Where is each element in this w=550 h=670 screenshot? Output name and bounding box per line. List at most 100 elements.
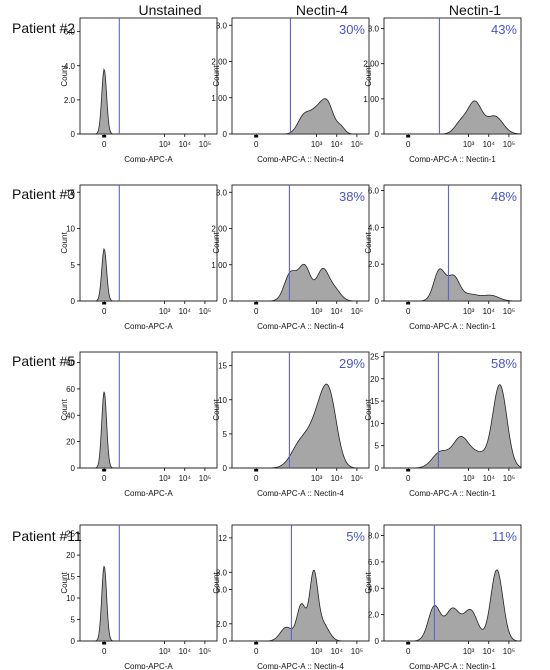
x-axis-label: Comp-APC-A :: Nectin-1 [409,489,496,496]
y-tick-label: 6.0 [368,558,380,567]
histogram-area [384,569,522,642]
y-axis-label: Count [60,399,69,421]
x-tick-label: 0 [254,307,259,316]
x-tick-label: 0 [406,140,411,149]
y-axis-label: Count [212,65,221,87]
y-tick-label: 2.0 [368,611,380,620]
histogram-patient-2-unstained: 0 2.0 4.0 6.0 Count 0 10³ 10⁴ 10⁵ Comp-APC-A [60,17,218,162]
zero-marker [102,642,107,645]
histogram-patient-11-nectin-1: 0 2.0 4.0 6.0 8.0 Count 0 10³ 10⁴ 10⁵ Comp-APC-A :… [364,524,522,669]
histogram-area [232,383,369,469]
y-tick-label: 1.00 [211,261,227,270]
y-tick-label: 6.0 [64,28,76,37]
y-tick-label: 10 [66,594,75,603]
y-tick-label: 15 [218,362,227,371]
x-tick-label: 10⁴ [483,474,496,483]
y-tick-label: 0 [375,637,380,646]
percent-positive-label: 38% [339,189,365,204]
percent-positive-label: 43% [491,22,517,37]
y-tick-label: 15 [370,397,379,406]
y-tick-label: 12 [218,534,227,543]
x-tick-label: 10³ [463,307,475,316]
x-tick-label: 10⁵ [199,474,211,483]
x-tick-label: 10⁵ [199,647,211,656]
zero-marker [102,469,107,472]
y-tick-label: 25 [66,530,75,539]
x-axis-label: Comp-APC-A [124,322,173,329]
y-tick-label: 0 [223,130,228,139]
x-tick-label: 0 [406,647,411,656]
y-tick-label: 15 [66,188,75,197]
y-tick-label: 1.00 [211,94,227,103]
x-axis-label: Comp-APC-A :: Nectin-1 [409,155,496,162]
x-tick-label: 0 [254,474,259,483]
y-tick-label: 3.0 [368,25,380,34]
percent-positive-label: 30% [339,22,365,37]
x-tick-label: 10⁵ [503,647,515,656]
histogram-area [384,100,522,135]
x-tick-label: 10³ [311,307,323,316]
histogram-area [232,98,369,135]
y-tick-label: 0 [71,637,76,646]
y-tick-label: 2.00 [363,60,379,69]
x-tick-label: 10⁵ [199,307,211,316]
x-tick-label: 10⁵ [351,474,363,483]
x-tick-label: 10⁴ [483,140,496,149]
y-tick-label: 15 [66,573,75,582]
y-tick-label: 5 [223,430,228,439]
y-tick-label: 2.00 [211,225,227,234]
x-tick-label: 10³ [463,647,475,656]
histogram-area [80,565,217,642]
x-tick-label: 10⁵ [351,647,363,656]
histogram-patient-3-unstained: 0 5 10 15 Count 0 10³ 10⁴ 10⁵ Comp-APC-A [60,184,218,329]
y-axis-label: Count [60,572,69,594]
histogram-area [232,263,369,302]
zero-marker [102,135,107,138]
y-tick-label: 0 [223,637,228,646]
y-axis-label: Count [212,399,221,421]
y-tick-label: 0 [223,464,228,473]
y-tick-label: 0 [375,297,380,306]
y-tick-label: 8.0 [216,568,228,577]
y-tick-label: 60 [66,385,75,394]
zero-marker [254,135,259,138]
x-axis-label: Comp-APC-A :: Nectin-4 [257,662,344,669]
x-tick-label: 10³ [159,647,171,656]
x-axis-label: Comp-APC-A [124,155,173,162]
row-label-patient-11: Patient #11 [12,528,82,544]
y-tick-label: 10 [66,225,75,234]
y-tick-label: 4.0 [368,584,380,593]
x-tick-label: 10³ [159,140,171,149]
x-axis-label: Comp-APC-A [124,662,173,669]
y-tick-label: 8.0 [368,532,380,541]
y-tick-label: 0 [375,130,380,139]
y-axis-label: Count [212,572,221,594]
y-axis-label: Count [212,232,221,254]
y-tick-label: 0 [223,297,228,306]
x-tick-label: 0 [406,307,411,316]
y-tick-label: 10 [370,419,379,428]
y-tick-label: 80 [66,359,75,368]
x-axis-label: Comp-APC-A :: Nectin-4 [257,489,344,496]
y-axis-label: Count [364,232,373,254]
zero-marker [254,642,259,645]
y-tick-label: 3.0 [216,21,228,30]
histogram-area [384,268,522,302]
x-tick-label: 10⁵ [503,474,515,483]
x-axis-label: Comp-APC-A :: Nectin-1 [409,322,496,329]
y-tick-label: 25 [370,352,379,361]
x-tick-label: 10³ [159,307,171,316]
x-tick-label: 10⁴ [331,647,344,656]
x-tick-label: 0 [254,140,259,149]
percent-positive-label: 29% [339,356,365,371]
y-tick-label: 1.00 [363,95,379,104]
x-tick-label: 0 [102,647,107,656]
y-tick-label: 2.0 [64,96,76,105]
y-axis-label: Count [364,572,373,594]
y-tick-label: 5 [71,261,76,270]
x-tick-label: 0 [102,474,107,483]
histogram-area [80,391,217,469]
y-tick-label: 10 [218,396,227,405]
